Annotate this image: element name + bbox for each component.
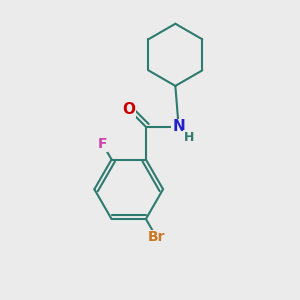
Text: F: F (98, 137, 107, 151)
Text: Br: Br (148, 230, 165, 244)
Text: N: N (172, 119, 185, 134)
Text: O: O (122, 102, 135, 117)
Text: H: H (184, 131, 194, 144)
